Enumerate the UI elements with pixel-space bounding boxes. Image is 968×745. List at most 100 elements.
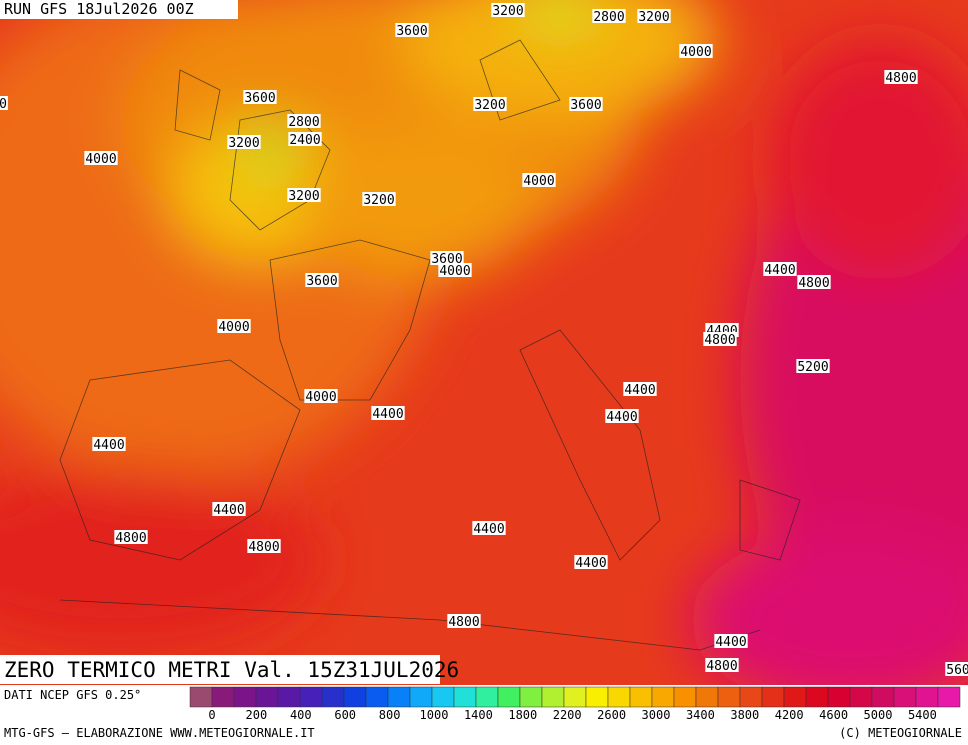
contour-label-box [243, 90, 277, 104]
colorbar-swatch [827, 686, 851, 708]
contour-label-box [0, 96, 8, 110]
contour-label: 4000 [680, 45, 711, 60]
colorbar-label: 5000 [864, 708, 893, 722]
contour-label: 3600 [396, 24, 427, 39]
colorbar-label: 800 [379, 708, 401, 722]
contour-label-box [574, 555, 608, 569]
colorbar-swatch [607, 686, 631, 708]
contour-label-box [473, 97, 507, 111]
contour-label-box [569, 97, 603, 111]
colorbar-swatch [475, 686, 499, 708]
contour-label: 0 [0, 97, 7, 112]
contour-label-box [472, 521, 506, 535]
contour-label-box [703, 332, 737, 346]
colorbar-label: 3800 [730, 708, 759, 722]
run-box [0, 0, 238, 19]
colorbar-swatch [321, 686, 345, 708]
contour-label: 4800 [704, 333, 735, 348]
contour-label-box [623, 382, 657, 396]
contour-label-box [395, 23, 429, 37]
contour-label-box [945, 662, 968, 676]
contour-label-box [92, 437, 126, 451]
contour-label: 2400 [289, 133, 320, 148]
colorbar-label: 3000 [642, 708, 671, 722]
contour-label-box [430, 251, 464, 265]
contour-label-box [884, 70, 918, 84]
run-label: RUN GFS 18Jul2026 00Z [4, 0, 194, 18]
contour-label-box [212, 502, 246, 516]
colorbar-swatch [783, 686, 807, 708]
title-box [0, 655, 440, 684]
colorbar-swatch [871, 686, 895, 708]
contour-label: 4400 [624, 383, 655, 398]
contour-label: 4800 [885, 71, 916, 86]
copyright-label: (C) METEOGIORNALE [839, 726, 962, 740]
contour-label-box [217, 319, 251, 333]
contour-label-box [114, 530, 148, 544]
contour-label: 4000 [523, 174, 554, 189]
colorbar-swatch [431, 686, 455, 708]
contour-label: 3600 [570, 98, 601, 113]
contour-label: 4400 [372, 407, 403, 422]
contour-label-box [605, 409, 639, 423]
source-label: DATI NCEP GFS 0.25° [4, 688, 141, 702]
contour-label-box [705, 658, 739, 672]
contour-label: 4800 [115, 531, 146, 546]
contour-label: 3200 [228, 136, 259, 151]
colorbar-swatch [189, 686, 213, 708]
colorbar-swatch [695, 686, 719, 708]
contour-label-box [797, 275, 831, 289]
colorbar-swatch [299, 686, 323, 708]
colorbar-swatch [409, 686, 433, 708]
contour-label: 4400 [606, 410, 637, 425]
contour-label: 4400 [764, 263, 795, 278]
colorbar-swatch [211, 686, 235, 708]
colorbar-swatch [387, 686, 411, 708]
contour-label: 4400 [213, 503, 244, 518]
contour-label-box [288, 132, 322, 146]
colorbar-swatch [651, 686, 675, 708]
contour-label: 560 [946, 663, 968, 678]
credit-label: MTG-GFS — ELABORAZIONE WWW.METEOGIORNALE… [4, 726, 315, 740]
colorbar-label: 1800 [508, 708, 537, 722]
colorbar-swatch [629, 686, 653, 708]
contour-label-box [592, 9, 626, 23]
colorbar-swatch [849, 686, 873, 708]
colorbar-swatch [343, 686, 367, 708]
contour-label-box [287, 114, 321, 128]
contour-label-box [714, 634, 748, 648]
contour-label-box [491, 3, 525, 17]
contour-label-box [447, 614, 481, 628]
contour-label-box [522, 173, 556, 187]
contour-label: 4000 [305, 390, 336, 405]
contour-label-box [679, 44, 713, 58]
colorbar-swatch [761, 686, 785, 708]
contour-label: 4800 [248, 540, 279, 555]
colorbar-swatch [233, 686, 257, 708]
colorbar-swatch [585, 686, 609, 708]
colorbar-label: 200 [246, 708, 268, 722]
contour-label: 3600 [244, 91, 275, 106]
contour-label: 4400 [715, 635, 746, 650]
colorbar-swatch [541, 686, 565, 708]
contour-label: 4400 [473, 522, 504, 537]
colorbar-swatch [673, 686, 697, 708]
contour-label: 2800 [288, 115, 319, 130]
colorbar-swatch [519, 686, 543, 708]
contour-label: 2800 [593, 10, 624, 25]
contour-label-box [763, 262, 797, 276]
contour-label-box [227, 135, 261, 149]
contour-label: 4800 [706, 659, 737, 674]
contour-label: 4000 [439, 264, 470, 279]
contour-label-box [796, 359, 830, 373]
map-title: ZERO TERMICO METRI Val. 15Z31JUL2026 [4, 658, 459, 682]
colorbar-label: 1400 [464, 708, 493, 722]
colorbar-label: 400 [290, 708, 312, 722]
contour-label: 4400 [93, 438, 124, 453]
contour-label-box [438, 263, 472, 277]
colorbar-label: 3400 [686, 708, 715, 722]
contour-label-box [637, 9, 671, 23]
contour-label: 3600 [306, 274, 337, 289]
colorbar-swatch [563, 686, 587, 708]
